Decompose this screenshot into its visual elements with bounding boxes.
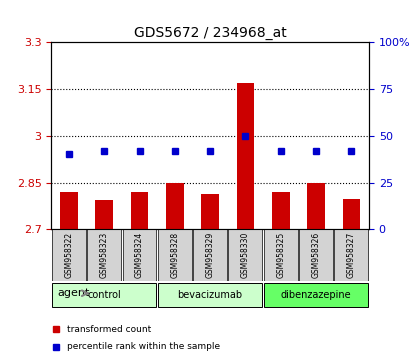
Text: bevacizumab: bevacizumab [177,290,242,300]
Bar [201,194,218,229]
Title: GDS5672 / 234968_at: GDS5672 / 234968_at [133,26,286,40]
FancyBboxPatch shape [263,283,367,307]
Text: GSM958325: GSM958325 [276,232,285,278]
Text: transformed count: transformed count [66,325,151,334]
FancyBboxPatch shape [157,283,262,307]
FancyBboxPatch shape [52,283,156,307]
FancyBboxPatch shape [298,229,332,281]
Text: GSM958326: GSM958326 [311,232,320,278]
Text: GSM958324: GSM958324 [135,232,144,278]
Bar [95,200,113,229]
FancyBboxPatch shape [122,229,156,281]
Text: GSM958328: GSM958328 [170,232,179,278]
Text: agent: agent [57,288,90,298]
Text: control: control [87,290,121,300]
Bar [271,192,289,229]
Text: GSM958327: GSM958327 [346,232,355,278]
FancyBboxPatch shape [228,229,262,281]
Bar [60,192,78,229]
FancyBboxPatch shape [87,229,121,281]
Bar [306,183,324,229]
FancyBboxPatch shape [193,229,227,281]
Text: GSM958322: GSM958322 [64,232,73,278]
FancyBboxPatch shape [263,229,297,281]
Bar [166,183,183,229]
FancyBboxPatch shape [334,229,367,281]
Text: GSM958330: GSM958330 [240,232,249,278]
Bar [342,199,359,229]
FancyBboxPatch shape [157,229,191,281]
Bar [236,83,254,229]
Text: GSM958329: GSM958329 [205,232,214,278]
Text: GSM958323: GSM958323 [99,232,108,278]
FancyBboxPatch shape [52,229,85,281]
Text: dibenzazepine: dibenzazepine [280,290,351,300]
Text: percentile rank within the sample: percentile rank within the sample [66,342,219,352]
Bar [130,192,148,229]
